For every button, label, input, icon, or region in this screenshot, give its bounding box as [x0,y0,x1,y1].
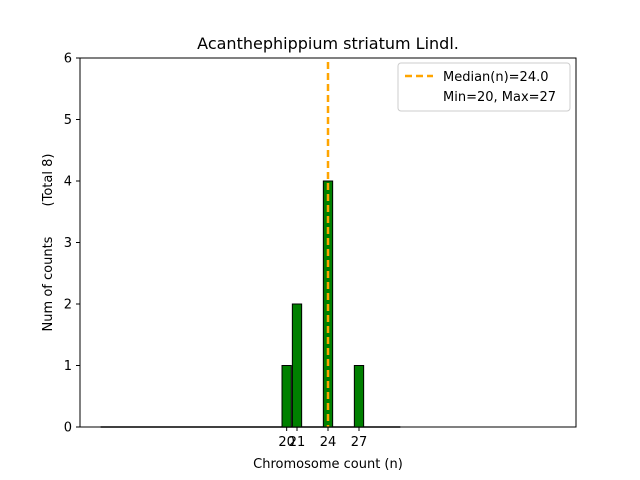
chart-title: Acanthephippium striatum Lindl. [197,34,459,53]
y-tick-label-2: 2 [64,298,72,313]
legend-entry-minmax: Min=20, Max=27 [443,90,556,105]
y-axis-label: Num of counts [41,236,56,331]
y-tick-label-0: 0 [64,421,72,436]
x-tick-label-21: 21 [289,435,306,450]
bar-n-27 [353,365,365,428]
legend-box [397,62,571,112]
bar-n-21 [291,303,303,428]
x-tick-label-24: 24 [320,435,337,450]
y-tick-label-1: 1 [64,359,72,374]
legend-entry-median: Median(n)=24.0 [443,70,549,85]
bars-layer [281,180,365,428]
y-tick-label-6: 6 [64,52,72,67]
y-axis: 0 1 2 3 4 5 6 [64,52,80,436]
y-tick-label-3: 3 [64,236,72,251]
bar-n-20 [281,365,292,428]
x-tick-label-27: 27 [351,435,368,450]
x-axis-label: Chromosome count (n) [253,457,403,472]
y-axis-total-label: (Total 8) [41,154,56,207]
y-tick-label-5: 5 [64,113,72,128]
y-tick-label-4: 4 [64,175,72,190]
x-tick-label-20: 20 [278,435,295,450]
legend: Median(n)=24.0 Min=20, Max=27 [397,62,571,112]
